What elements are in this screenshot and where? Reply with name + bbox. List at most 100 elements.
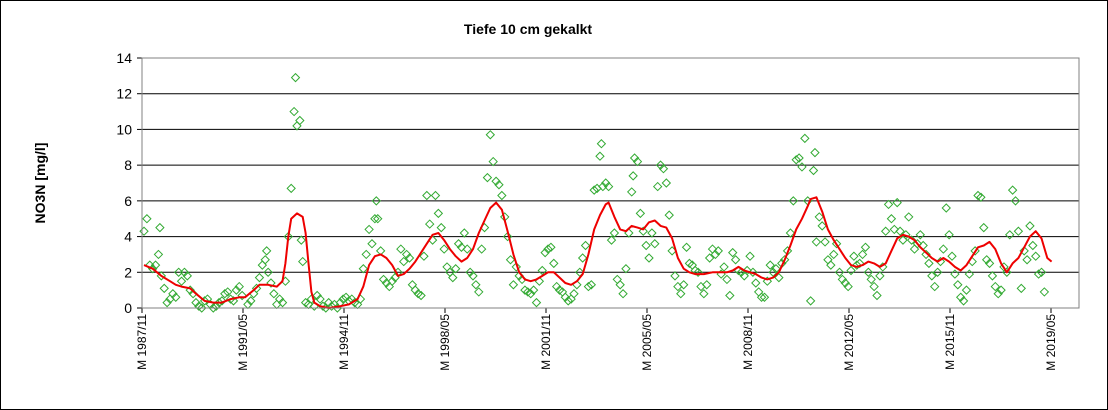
data-point	[295, 115, 305, 126]
data-point	[676, 289, 686, 299]
data-point	[176, 276, 187, 286]
data-point	[528, 285, 539, 295]
data-point	[886, 214, 897, 224]
data-point	[756, 292, 767, 302]
data-point	[915, 230, 925, 240]
data-point	[361, 249, 371, 260]
data-point	[1028, 240, 1038, 251]
data-point	[292, 121, 302, 131]
data-point	[197, 303, 207, 313]
data-point	[628, 171, 638, 181]
data-point	[462, 244, 472, 254]
data-point	[826, 260, 836, 270]
data-point	[251, 283, 262, 294]
x-tick-label: M 2005/05	[640, 314, 654, 371]
data-point	[984, 258, 995, 269]
data-point	[589, 185, 599, 195]
data-point	[419, 251, 429, 261]
x-tick-label: M 1987/11	[135, 314, 149, 370]
data-point	[577, 253, 588, 263]
data-point	[829, 249, 839, 260]
x-tick-label: M 2008/11	[741, 314, 755, 370]
data-point	[987, 271, 998, 281]
data-point	[935, 256, 946, 267]
data-point	[693, 267, 703, 277]
data-point	[849, 251, 859, 261]
data-point	[286, 183, 296, 194]
data-point	[644, 253, 654, 263]
data-point	[456, 242, 467, 252]
y-tick-label: 0	[124, 300, 132, 316]
data-point	[257, 260, 268, 270]
data-point	[497, 190, 507, 201]
data-point	[298, 256, 308, 267]
data-point	[895, 226, 905, 236]
data-point	[153, 249, 164, 260]
data-point	[800, 133, 810, 144]
data-point	[621, 264, 631, 274]
data-point	[537, 265, 547, 276]
data-point	[762, 276, 773, 286]
data-point	[650, 239, 660, 249]
data-point	[817, 221, 827, 231]
data-point	[1036, 267, 1047, 277]
data-point	[471, 280, 481, 290]
data-point	[771, 264, 781, 274]
data-point	[1013, 226, 1024, 236]
data-point	[326, 301, 337, 311]
data-point	[338, 294, 348, 304]
data-point	[476, 244, 487, 254]
data-point	[1033, 269, 1044, 279]
data-point	[485, 130, 496, 140]
data-point	[468, 271, 478, 281]
data-point	[1010, 196, 1021, 206]
data-point	[947, 251, 957, 261]
data-point	[814, 212, 824, 222]
data-point	[436, 222, 446, 233]
data-point	[627, 187, 637, 197]
data-point	[1039, 287, 1050, 297]
data-point	[442, 262, 452, 272]
data-point	[976, 192, 986, 202]
data-point	[162, 297, 172, 308]
data-point	[1025, 221, 1035, 231]
data-point	[852, 260, 862, 270]
data-point	[725, 290, 735, 301]
data-point	[208, 303, 218, 313]
data-point	[246, 296, 256, 306]
data-point	[652, 181, 663, 192]
data-point	[508, 280, 519, 290]
y-tick-labels: 0 2 4 6 8 10 12 14	[116, 50, 132, 316]
data-point	[794, 153, 804, 163]
data-point	[222, 287, 233, 297]
data-point	[142, 214, 152, 224]
data-point	[632, 156, 643, 167]
data-point	[892, 197, 902, 208]
data-point	[699, 289, 709, 299]
x-tick-label: M 1991/05	[236, 314, 250, 371]
data-point	[370, 214, 380, 224]
data-point	[704, 253, 715, 263]
data-point	[647, 228, 657, 238]
data-point	[820, 237, 830, 247]
y-tick-label: 4	[124, 229, 132, 245]
data-point	[872, 290, 882, 301]
data-point	[543, 244, 553, 254]
data-point	[488, 156, 498, 167]
data-point	[883, 199, 894, 210]
data-point	[875, 271, 885, 281]
data-point	[823, 255, 833, 265]
data-point	[433, 208, 444, 219]
data-point	[932, 267, 943, 277]
y-tick-label: 6	[124, 193, 132, 209]
data-point	[641, 240, 651, 251]
plot-area-border	[141, 57, 1080, 309]
data-point	[422, 190, 432, 201]
data-point	[277, 297, 288, 308]
data-point	[407, 280, 418, 290]
data-point	[387, 276, 397, 286]
data-point	[961, 285, 972, 295]
data-point	[396, 244, 406, 254]
data-point	[722, 274, 732, 285]
